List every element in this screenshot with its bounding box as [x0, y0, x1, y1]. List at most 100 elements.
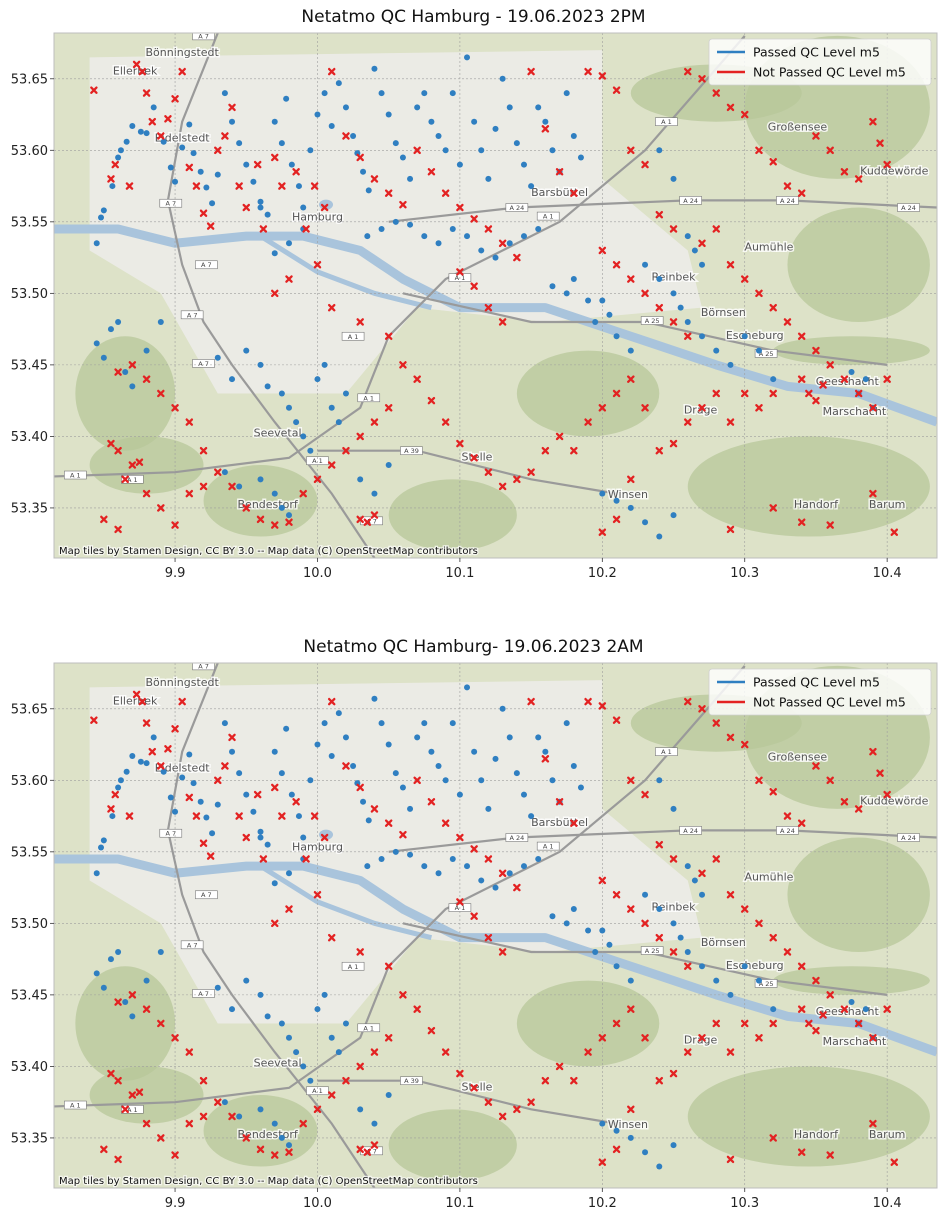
passed-station-point — [414, 104, 421, 111]
y-tick-label: 53.35 — [11, 501, 48, 516]
failed-station-point — [669, 855, 678, 863]
failed-station-point — [148, 117, 157, 126]
passed-station-point — [288, 791, 295, 798]
failed-station-point — [363, 1148, 372, 1156]
passed-station-point — [264, 383, 271, 390]
passed-station-point — [328, 122, 335, 129]
passed-station-point — [549, 147, 556, 154]
failed-station-point — [370, 511, 379, 519]
failed-station-point — [655, 1076, 664, 1085]
passed-station-point — [755, 347, 762, 354]
failed-station-point — [740, 905, 749, 913]
failed-station-point — [384, 819, 393, 827]
legend-box — [708, 38, 932, 86]
failed-station-point — [384, 189, 393, 197]
failed-station-point — [740, 1019, 749, 1028]
failed-station-point — [513, 475, 521, 484]
passed-station-point — [307, 777, 314, 784]
failed-station-point — [214, 1098, 222, 1106]
place-label: Großensee — [768, 120, 828, 133]
road-shield-label: A 7 — [201, 891, 212, 899]
passed-station-point — [328, 752, 335, 759]
passed-station-point — [464, 863, 471, 870]
passed-station-point — [478, 777, 485, 784]
failed-station-point — [114, 998, 122, 1006]
failed-station-point — [484, 468, 493, 476]
station-markers — [90, 54, 899, 540]
failed-station-point — [271, 783, 279, 792]
failed-station-point — [726, 890, 735, 899]
passed-station-point — [107, 326, 114, 333]
passed-station-point — [186, 751, 193, 758]
passed-station-point — [221, 469, 228, 476]
passed-station-point — [585, 297, 592, 304]
passed-station-point — [606, 311, 613, 318]
failed-station-point — [826, 776, 834, 785]
passed-station-point — [264, 211, 271, 218]
passed-station-point — [123, 768, 130, 775]
road-shield: A 7 — [192, 989, 215, 998]
failed-station-point — [584, 697, 592, 706]
passed-station-point — [528, 813, 535, 820]
x-tick-label: 10.2 — [588, 566, 617, 581]
road-shield: A 7 — [192, 359, 215, 368]
passed-station-point — [203, 184, 210, 191]
road-shield: A 1 — [357, 393, 381, 402]
passed-station-point — [314, 376, 321, 383]
passed-station-point — [300, 433, 307, 440]
passed-station-point — [627, 504, 634, 511]
failed-station-point — [320, 833, 329, 842]
place-label: Hamburg — [292, 210, 343, 223]
place-label: Escheburg — [726, 329, 784, 342]
failed-station-point — [142, 89, 151, 97]
road-shield-label: A 39 — [404, 447, 419, 455]
failed-station-point — [755, 289, 763, 298]
failed-station-point — [612, 1145, 621, 1154]
failed-station-point — [399, 361, 407, 369]
road-shield: A 1 — [64, 1100, 87, 1110]
passed-station-point — [684, 233, 691, 240]
passed-station-point — [335, 1049, 342, 1056]
failed-station-point — [285, 905, 293, 913]
passed-station-point — [93, 870, 100, 877]
failed-station-point — [121, 1105, 129, 1114]
road-shield-label: A 24 — [901, 834, 916, 842]
failed-station-point — [310, 812, 319, 820]
failed-station-point — [171, 1151, 179, 1159]
passed-station-point — [342, 1020, 349, 1027]
failed-station-point — [320, 203, 329, 212]
failed-station-point — [869, 1119, 877, 1128]
failed-station-point — [192, 812, 201, 820]
failed-station-point — [769, 303, 777, 312]
forest-area — [516, 350, 660, 437]
passed-station-point — [335, 419, 342, 426]
passed-station-point — [599, 490, 606, 497]
passed-station-point — [278, 140, 285, 147]
passed-station-point — [428, 748, 435, 755]
failed-station-point — [498, 1112, 507, 1121]
failed-station-point — [427, 798, 436, 806]
road-shield: A 1 — [121, 475, 144, 484]
failed-station-point — [627, 1005, 635, 1013]
passed-station-point — [570, 762, 577, 769]
failed-station-point — [157, 1019, 165, 1028]
passed-station-point — [599, 927, 606, 934]
failed-station-point — [755, 1034, 763, 1042]
road-shield: A 1 — [341, 961, 365, 971]
passed-station-point — [115, 784, 122, 791]
road-shield: A 39 — [400, 1076, 423, 1085]
failed-station-point — [783, 182, 792, 190]
failed-station-point — [327, 697, 336, 706]
passed-station-point — [599, 297, 606, 304]
place-label: Stelle — [462, 451, 493, 464]
failed-station-point — [641, 790, 649, 799]
road-shield-label: A 1 — [661, 748, 672, 756]
passed-station-point — [456, 791, 463, 798]
passed-station-point — [143, 977, 150, 984]
failed-station-point — [259, 225, 268, 233]
failed-station-point — [164, 115, 172, 123]
failed-station-point — [327, 933, 336, 942]
passed-station-point — [414, 734, 421, 741]
failed-station-point — [441, 418, 450, 426]
place-label: Kuddewörde — [860, 795, 928, 808]
